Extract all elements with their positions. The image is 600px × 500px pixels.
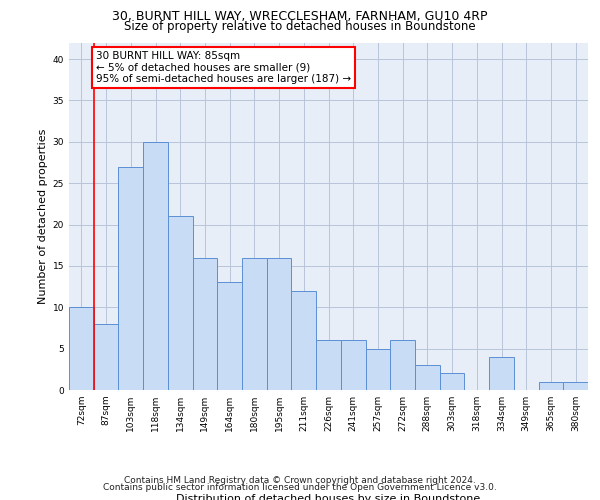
Bar	[143, 142, 168, 390]
Bar	[94, 324, 118, 390]
Bar	[563, 382, 588, 390]
X-axis label: Distribution of detached houses by size in Boundstone: Distribution of detached houses by size …	[176, 494, 481, 500]
Text: 30, BURNT HILL WAY, WRECCLESHAM, FARNHAM, GU10 4RP: 30, BURNT HILL WAY, WRECCLESHAM, FARNHAM…	[112, 10, 488, 23]
Bar	[118, 166, 143, 390]
Bar	[193, 258, 217, 390]
Bar	[390, 340, 415, 390]
Bar	[168, 216, 193, 390]
Text: Contains public sector information licensed under the Open Government Licence v3: Contains public sector information licen…	[103, 484, 497, 492]
Bar	[415, 365, 440, 390]
Text: 30 BURNT HILL WAY: 85sqm
← 5% of detached houses are smaller (9)
95% of semi-det: 30 BURNT HILL WAY: 85sqm ← 5% of detache…	[96, 51, 352, 84]
Bar	[267, 258, 292, 390]
Y-axis label: Number of detached properties: Number of detached properties	[38, 128, 49, 304]
Bar	[316, 340, 341, 390]
Text: Size of property relative to detached houses in Boundstone: Size of property relative to detached ho…	[124, 20, 476, 33]
Bar	[69, 308, 94, 390]
Bar	[341, 340, 365, 390]
Bar	[489, 357, 514, 390]
Bar	[292, 290, 316, 390]
Bar	[365, 348, 390, 390]
Bar	[242, 258, 267, 390]
Bar	[440, 374, 464, 390]
Text: Contains HM Land Registry data © Crown copyright and database right 2024.: Contains HM Land Registry data © Crown c…	[124, 476, 476, 485]
Bar	[539, 382, 563, 390]
Bar	[217, 282, 242, 390]
